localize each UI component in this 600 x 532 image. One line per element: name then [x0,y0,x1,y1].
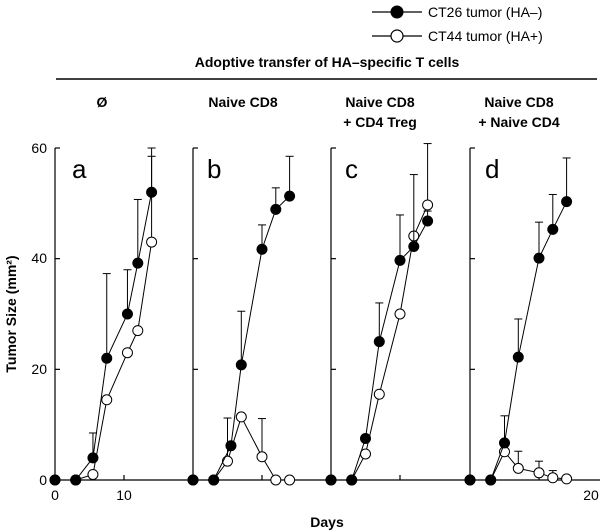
point-d-ct26-5 [547,223,559,235]
panel-headers: Ø Naive CD8 Naive CD8 + CD4 Treg Naive C… [97,94,560,130]
point-b-ct26-3 [235,359,247,371]
point-a-ct44-3 [101,394,113,406]
series-line-c-ct26 [331,220,429,481]
point-b-ct44-6 [284,474,296,486]
y-tick-label-40: 40 [31,250,47,266]
y-tick-label-20: 20 [31,361,47,377]
point-b-ct26-4 [256,243,268,255]
y-axis-label: Tumor Size (mm²) [3,255,19,372]
point-a-ct44-4 [121,347,133,359]
point-d-ct26-6 [561,196,573,208]
point-d-ct44-3 [512,462,524,474]
chart-title: Adoptive transfer of HA–specific T cells [195,54,460,70]
x-axis-label: Days [310,514,344,530]
panel-letter-c: c [345,154,358,184]
point-b-ct44-3 [235,411,247,423]
legend-marker-ct44 [390,29,404,43]
point-a-ct44-2 [87,468,99,480]
point-c-ct44-6 [422,199,434,211]
x-tick-label-10: 10 [116,487,132,503]
legend-label-ct26: CT26 tumor (HA–) [428,4,542,20]
point-a-ct26-5 [132,257,144,269]
point-a-ct26-4 [121,308,133,320]
point-c-ct26-4 [394,254,406,266]
point-b-ct26-5 [270,203,282,215]
y-axis: 60 40 20 0 Tumor Size (mm²) [3,140,47,488]
point-c-ct26-1 [346,474,358,486]
point-c-ct26-6 [422,215,434,227]
x-tick-label-0: 0 [51,487,59,503]
point-c-ct44-4 [394,308,406,320]
point-d-ct26-2 [499,437,510,449]
point-c-ct26-2 [360,433,371,444]
point-c-ct26-5 [408,240,420,252]
panel-d: d [464,147,600,486]
point-d-ct26-1 [485,474,497,486]
point-a-ct26-1 [70,474,82,486]
y-tick-label-0: 0 [39,472,47,488]
point-d-ct26-4 [533,252,545,264]
panel-letter-d: d [485,154,499,184]
point-d-ct44-4 [533,467,545,479]
point-a-ct44-5 [132,325,144,337]
series-line-b-ct44 [193,415,290,481]
point-a-ct26-0 [49,474,61,486]
legend: CT26 tumor (HA–) CT44 tumor (HA+) [372,4,543,44]
panel-c: c [325,143,470,486]
point-b-ct26-2 [225,440,237,452]
point-c-ct26-0 [325,474,337,486]
panel-header-a: Ø [97,94,108,110]
panel-header-b: Naive CD8 [208,94,277,110]
legend-label-ct44: CT44 tumor (HA+) [428,28,543,44]
panel-b: b [187,147,332,486]
point-b-ct26-6 [284,190,296,202]
point-b-ct26-0 [187,474,199,486]
legend-marker-ct26 [390,5,404,19]
series-line-a-ct26 [55,192,153,481]
panel-letter-b: b [207,154,221,184]
point-b-ct44-4 [256,451,268,463]
point-c-ct44-3 [373,388,385,400]
x-tick-label-20: 20 [583,487,599,503]
panel-header-c-line2: + CD4 Treg [343,114,417,130]
point-d-ct26-0 [464,474,476,486]
panel-header-d-line1: Naive CD8 [484,94,553,110]
panel-header-c-line1: Naive CD8 [345,94,414,110]
point-a-ct26-3 [101,352,113,364]
point-d-ct26-3 [512,351,524,363]
point-b-ct26-1 [208,474,220,486]
y-tick-label-60: 60 [31,140,47,156]
point-a-ct26-6 [146,186,158,198]
x-tick-labels: 0 10 20 [51,487,599,503]
point-a-ct26-2 [87,452,99,464]
panel-a: a [49,147,194,486]
panel-header-d-line2: + Naive CD4 [478,114,560,130]
panel-letter-a: a [72,154,87,184]
point-d-ct44-5 [547,472,559,484]
point-d-ct44-6 [561,473,573,485]
point-a-ct44-6 [146,236,158,248]
point-b-ct44-5 [270,474,282,486]
point-b-ct44-2 [222,455,233,467]
point-c-ct26-3 [373,336,385,348]
